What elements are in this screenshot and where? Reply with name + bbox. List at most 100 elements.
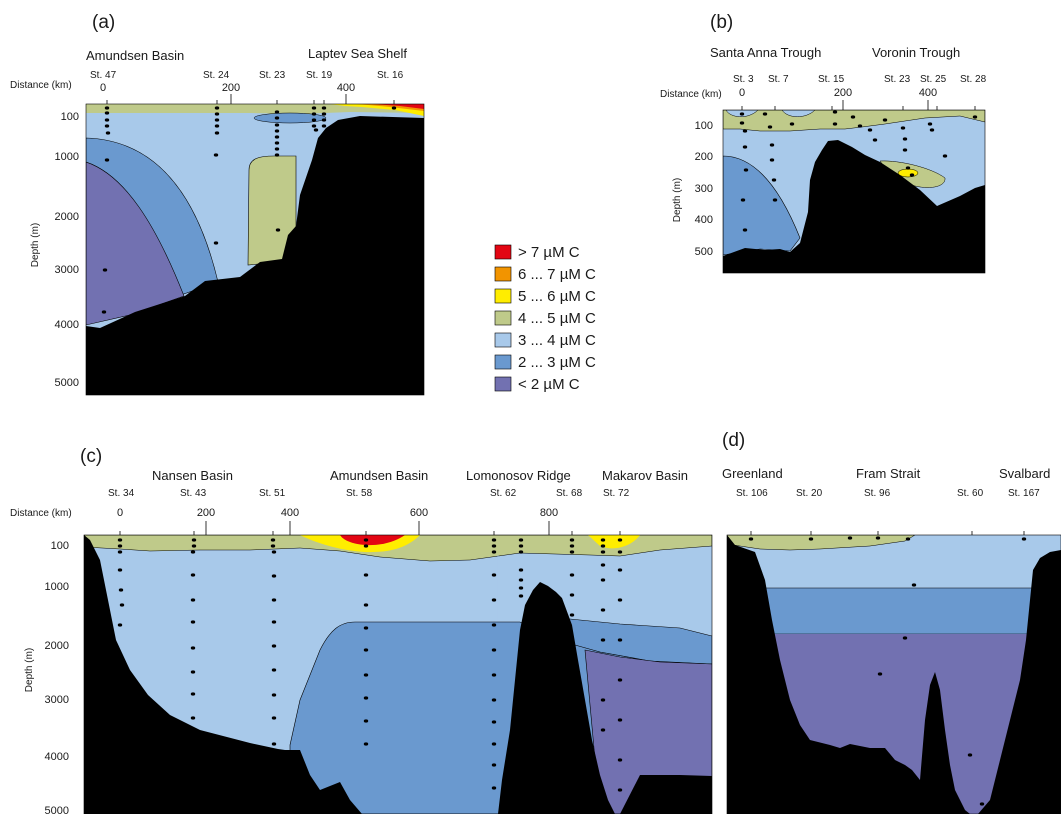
sample-point <box>742 145 748 149</box>
legend-item: 4 ... 5 µM C <box>494 310 596 327</box>
sample-point <box>518 578 524 582</box>
legend-label: > 7 µM C <box>518 244 580 261</box>
panel-a-eddy-2to3 <box>253 112 327 124</box>
panel-b-station: St. 15 <box>818 74 845 85</box>
sample-point <box>214 112 220 116</box>
sample-point <box>927 122 933 126</box>
panel-d-station: St. 106 <box>736 488 768 499</box>
legend-swatch <box>494 310 512 326</box>
panel-c-ytick-labels: 100 1000 2000 3000 4000 5000 <box>45 540 69 814</box>
panel-a-ytick-label: 3000 <box>55 264 79 276</box>
panel-c-xtick-label: 0 <box>117 507 123 519</box>
sample-point <box>363 673 369 677</box>
sample-point <box>271 693 277 697</box>
sample-point <box>518 538 524 542</box>
sample-point <box>600 728 606 732</box>
sample-point <box>900 126 906 130</box>
panel-b-region-voronin: Voronin Trough <box>872 45 960 60</box>
sample-point <box>972 115 978 119</box>
sample-point <box>902 137 908 141</box>
sample-point <box>117 538 123 542</box>
sample-point <box>190 716 196 720</box>
sample-point <box>617 568 623 572</box>
sample-point <box>271 742 277 746</box>
panel-a-plot <box>86 104 424 395</box>
panel-a-station: St. 47 <box>90 70 117 81</box>
sample-point <box>311 124 317 128</box>
sample-point <box>617 598 623 602</box>
legend-swatch <box>494 332 512 348</box>
legend-item: 2 ... 3 µM C <box>494 354 596 371</box>
sample-point <box>213 153 219 157</box>
sample-point <box>274 116 280 120</box>
sample-point <box>600 698 606 702</box>
sample-point <box>742 129 748 133</box>
panel-c-frame <box>83 534 713 814</box>
panel-b-letter: (b) <box>710 12 733 33</box>
sample-point <box>902 148 908 152</box>
sample-point <box>600 544 606 548</box>
sample-point <box>832 110 838 114</box>
legend-swatch <box>494 288 512 304</box>
sample-point <box>363 538 369 542</box>
sample-point <box>190 692 196 696</box>
sample-point <box>808 537 814 541</box>
legend-item: 5 ... 6 µM C <box>494 288 596 305</box>
panel-b-ytick-label: 200 <box>695 151 713 163</box>
sample-point <box>617 638 623 642</box>
panel-b-frame <box>722 109 986 274</box>
sample-point <box>600 538 606 542</box>
panel-c-station-ticks <box>119 531 621 535</box>
sample-point <box>190 620 196 624</box>
sample-point <box>902 636 908 640</box>
sample-point <box>748 537 754 541</box>
sample-point <box>967 753 973 757</box>
panel-b-ytick-label: 400 <box>695 214 713 226</box>
sample-point <box>363 742 369 746</box>
sample-point <box>274 135 280 139</box>
legend-item: > 7 µM C <box>494 244 580 261</box>
sample-point <box>363 603 369 607</box>
legend-label: 4 ... 5 µM C <box>518 310 596 327</box>
sample-point <box>271 598 277 602</box>
panel-a-ytick-label: 100 <box>61 111 79 123</box>
panel-b-ytick-label: 500 <box>695 246 713 258</box>
sample-point <box>832 122 838 126</box>
panel-d-bathymetry-right <box>978 550 1061 814</box>
panel-d-region-svalbard: Svalbard <box>999 466 1050 481</box>
sample-point <box>311 112 317 116</box>
panel-a-ytick-label: 4000 <box>55 319 79 331</box>
sample-point <box>518 550 524 554</box>
sample-point <box>117 544 123 548</box>
panel-b-bathymetry <box>723 140 985 273</box>
sample-point <box>617 538 623 542</box>
sample-point <box>117 623 123 627</box>
panel-d-bathymetry <box>727 535 970 814</box>
panel-b-station: St. 28 <box>960 74 987 85</box>
sample-point <box>569 544 575 548</box>
panel-a-xtick-label: 400 <box>337 82 355 94</box>
sample-point <box>119 603 125 607</box>
sample-point <box>190 670 196 674</box>
sample-point <box>118 588 124 592</box>
panel-d-station-ticks <box>750 531 1025 535</box>
sample-point <box>271 716 277 720</box>
panel-b-station-ticks <box>741 106 976 110</box>
panel-c-station: St. 43 <box>180 488 207 499</box>
sample-point <box>491 698 497 702</box>
legend-item: 3 ... 4 µM C <box>494 332 596 349</box>
panel-d-sample-points <box>748 536 1027 806</box>
panel-a-bathymetry <box>86 116 424 395</box>
sample-point <box>274 147 280 151</box>
sample-point <box>491 786 497 790</box>
panel-c-station: St. 58 <box>346 488 373 499</box>
panel-d-region-fram: Fram Strait <box>856 466 921 481</box>
panel-c-bathymetry-right <box>620 775 712 814</box>
sample-point <box>857 124 863 128</box>
panel-c-xtick-label: 200 <box>197 507 215 519</box>
panel-a-ylabel: Depth (m) <box>30 223 41 267</box>
sample-point <box>491 763 497 767</box>
sample-point <box>270 544 276 548</box>
panel-d-letter: (d) <box>722 430 745 451</box>
sample-point <box>847 536 853 540</box>
